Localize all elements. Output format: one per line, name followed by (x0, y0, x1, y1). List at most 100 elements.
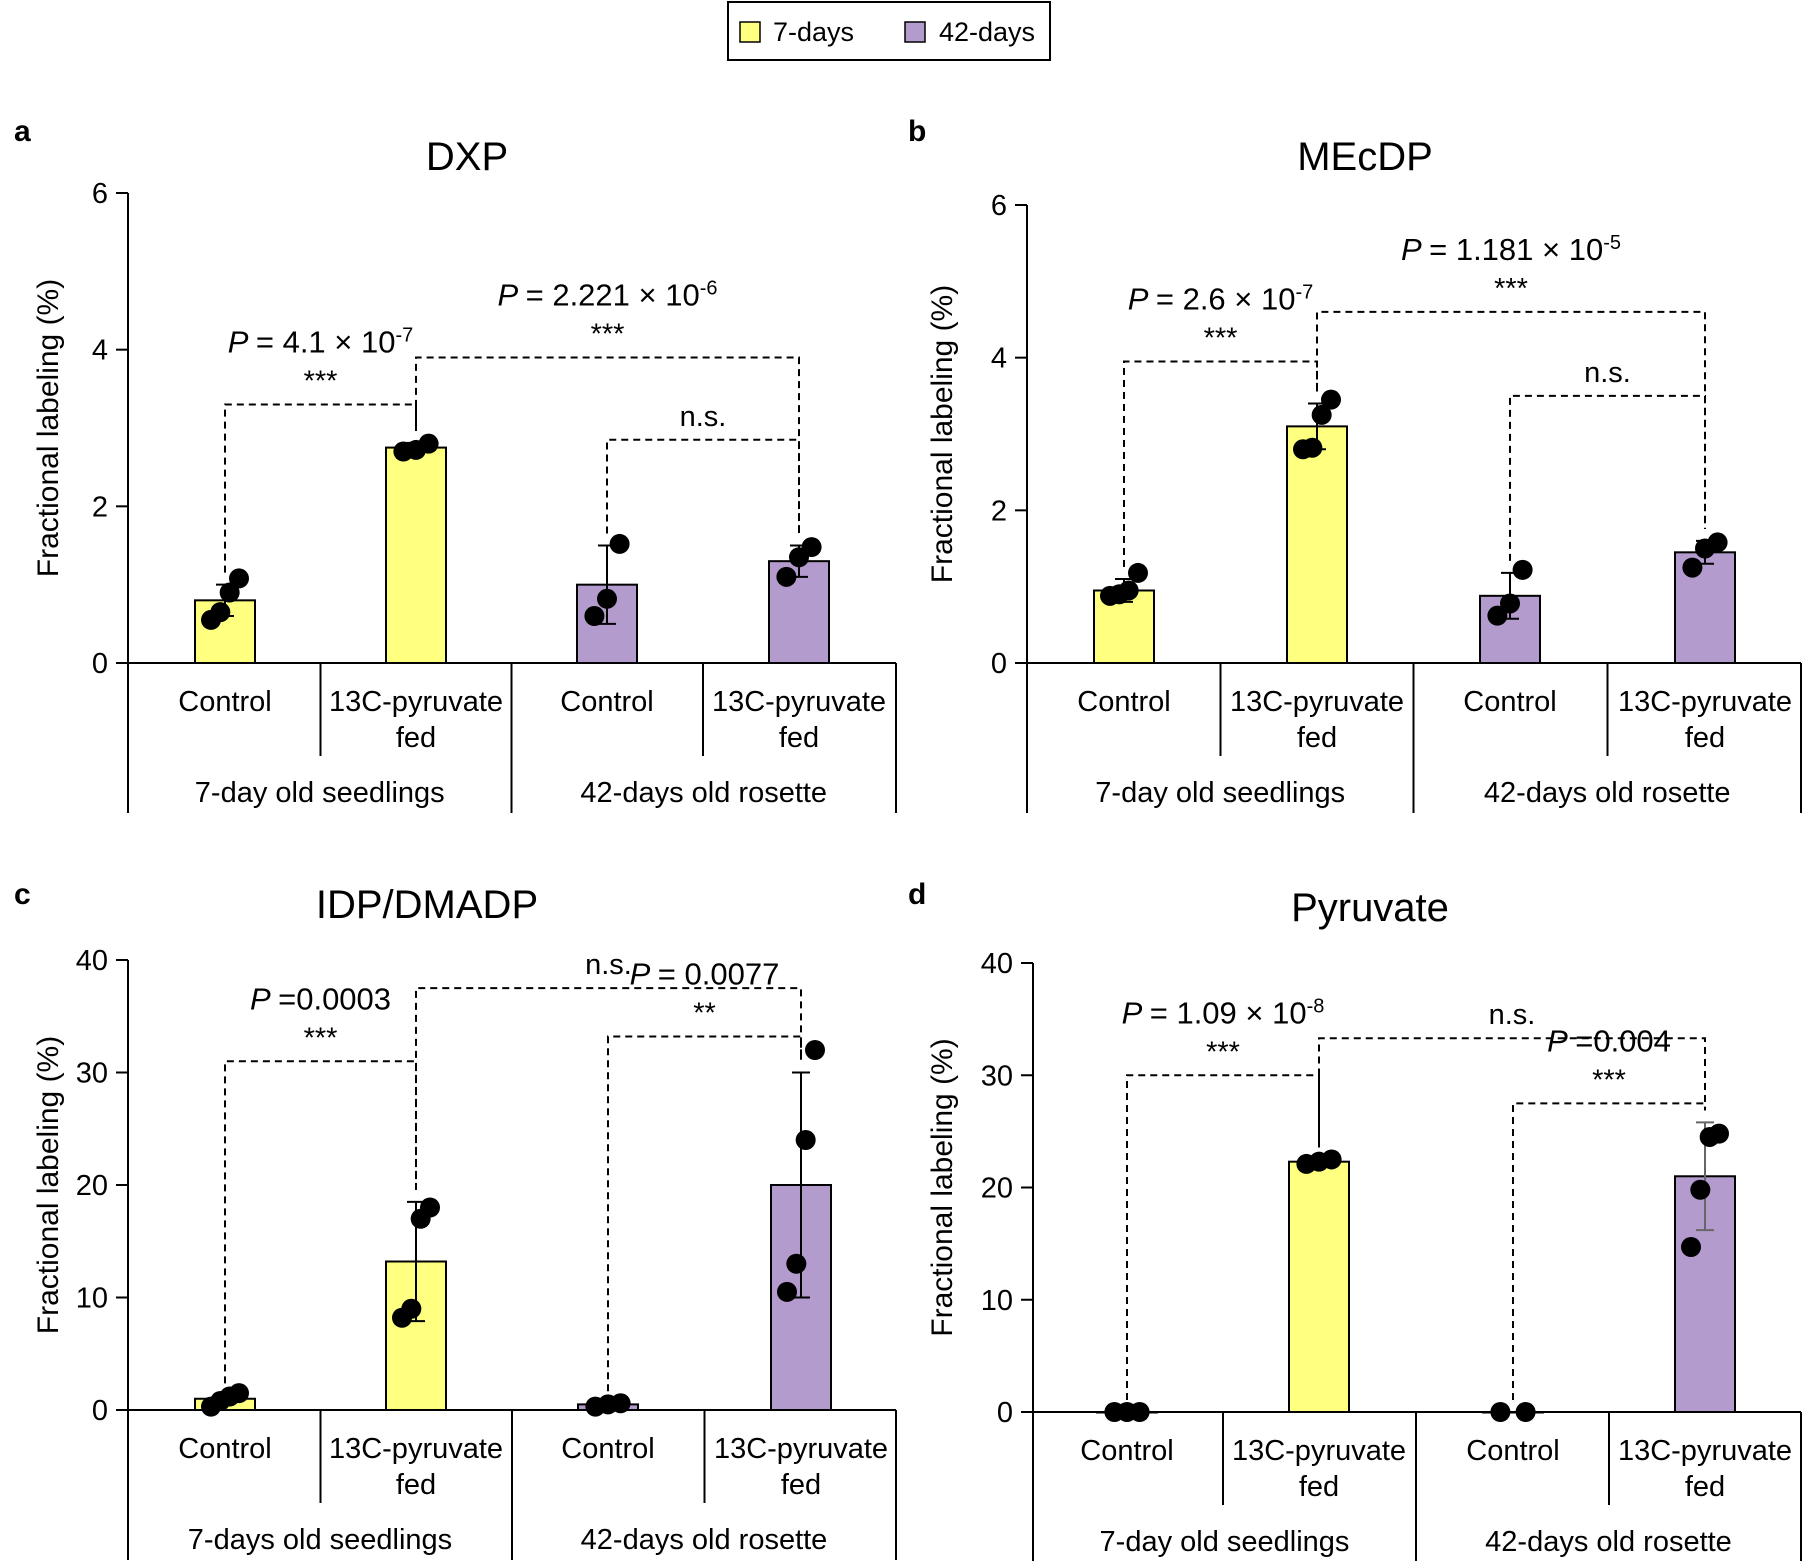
group-label: 7-day old seedlings (1100, 1526, 1350, 1558)
category-label-line2: fed (396, 1469, 436, 1501)
category-label: Control (561, 1433, 655, 1465)
p-symbol: P (497, 278, 525, 313)
panel-d: d Pyruvate Fractional labeling (%) 0 10 20 30 4… (908, 878, 1802, 1561)
y-tick-label: 4 (92, 335, 108, 367)
p-value-label: P = 4.1 × 10-7 (228, 325, 414, 360)
category-label: Control (1080, 1435, 1174, 1467)
bar (385, 446, 447, 665)
significance-stars: n.s. (1489, 999, 1536, 1031)
legend-swatch-7-days (739, 21, 761, 43)
significance-stars: *** (304, 1022, 338, 1054)
data-point (610, 1393, 631, 1414)
p-symbol: P (630, 957, 658, 992)
y-tick-label: 30 (981, 1060, 1013, 1092)
p-value: = 1.181 × 10 (1429, 232, 1603, 267)
category-label-line1: 13C-pyruvate (329, 686, 503, 718)
category-label-line1: 13C-pyruvate (329, 1433, 503, 1465)
p-symbol: P (1128, 281, 1156, 316)
data-point (1321, 389, 1341, 410)
panel-letter: d (908, 878, 926, 911)
data-point (1302, 437, 1323, 458)
data-point (786, 1253, 807, 1274)
group-label: 42-days old rosette (580, 777, 827, 809)
y-tick-label: 0 (997, 1397, 1013, 1429)
category-label-line2: fed (779, 722, 819, 754)
legend-swatch-42-days (904, 21, 926, 43)
group-label: 42-days old rosette (1485, 1526, 1732, 1558)
data-point (1487, 605, 1508, 626)
data-point (777, 1281, 797, 1302)
data-point (1118, 580, 1139, 601)
legend: 7-days 42-days (727, 1, 1051, 61)
chart-title: Pyruvate (1291, 886, 1449, 930)
category-label-line1: 13C-pyruvate (712, 686, 886, 718)
data-point (1515, 1402, 1536, 1422)
category-label-line2: fed (1299, 1471, 1339, 1503)
significance-stars: *** (1592, 1064, 1626, 1096)
p-exponent: -6 (700, 278, 718, 300)
data-point (795, 1130, 816, 1150)
data-point (597, 588, 617, 609)
y-tick-label: 2 (92, 491, 108, 523)
significance-bracket (606, 438, 800, 534)
chart-title: IDP/DMADP (316, 883, 538, 927)
data-point (1512, 559, 1533, 580)
p-value: =0.004 (1575, 1023, 1671, 1058)
data-point (584, 606, 605, 626)
panel-a: a DXP Fractional labeling (%) 0 2 4 6 Control 13… (14, 115, 897, 813)
category-label-line1: 13C-pyruvate (1230, 686, 1404, 718)
p-exponent: -7 (1295, 281, 1313, 303)
panel-b: b MEcDP Fractional labeling (%) 0 2 4 6 Control… (908, 115, 1802, 813)
y-tick-label: 0 (92, 648, 108, 680)
panel-letter: a (14, 115, 31, 148)
data-point (1128, 562, 1148, 583)
data-point (1321, 1149, 1342, 1170)
p-symbol: P (228, 325, 256, 360)
category-label: Control (178, 686, 272, 718)
p-value: = 2.6 × 10 (1156, 281, 1296, 316)
data-point (1129, 1402, 1150, 1422)
y-tick-label: 20 (981, 1173, 1013, 1205)
significance-stars: ** (693, 998, 716, 1030)
p-value: = 0.0077 (658, 957, 780, 992)
y-tick-label: 6 (991, 190, 1007, 222)
y-tick-label: 10 (76, 1283, 108, 1315)
group-label: 7-day old seedlings (195, 777, 445, 809)
p-symbol: P (250, 981, 278, 1016)
significance-stars: n.s. (1584, 357, 1631, 389)
y-tick-label: 40 (981, 948, 1013, 980)
bar (1482, 1411, 1544, 1414)
data-point (1709, 1123, 1729, 1144)
data-point (609, 533, 630, 554)
significance-stars: *** (591, 319, 625, 351)
significance-bracket (1512, 1102, 1706, 1400)
y-tick-label: 20 (76, 1170, 108, 1202)
data-point (1690, 1179, 1711, 1200)
y-tick-label: 2 (991, 495, 1007, 527)
category-label-line2: fed (1685, 722, 1725, 754)
p-symbol: P (1401, 232, 1429, 267)
panels: a DXP Fractional labeling (%) 0 2 4 6 Control 13… (14, 115, 1802, 1561)
y-tick-label: 4 (991, 343, 1007, 375)
p-symbol: P (1547, 1023, 1575, 1058)
category-label-line2: fed (396, 722, 436, 754)
data-point (1490, 1402, 1511, 1422)
y-tick-label: 0 (991, 648, 1007, 680)
panel-letter: c (14, 878, 31, 911)
data-point (1707, 532, 1728, 553)
p-value-label: P = 2.6 × 10-7 (1128, 281, 1314, 316)
y-tick-label: 10 (981, 1285, 1013, 1317)
p-value: = 1.09 × 10 (1150, 995, 1307, 1030)
data-point (776, 566, 797, 587)
y-axis-label: Fractional labeling (%) (32, 1036, 65, 1334)
p-exponent: -8 (1307, 995, 1325, 1017)
p-value-label: P =0.0003 (250, 981, 391, 1016)
p-value-label: P =0.004 (1547, 1023, 1671, 1058)
bar (1288, 1160, 1350, 1413)
legend-box (727, 1, 1051, 61)
data-point (418, 433, 439, 454)
significance-bracket (1509, 394, 1706, 561)
group-label: 42-days old rosette (581, 1524, 828, 1556)
p-exponent: -7 (395, 325, 413, 347)
